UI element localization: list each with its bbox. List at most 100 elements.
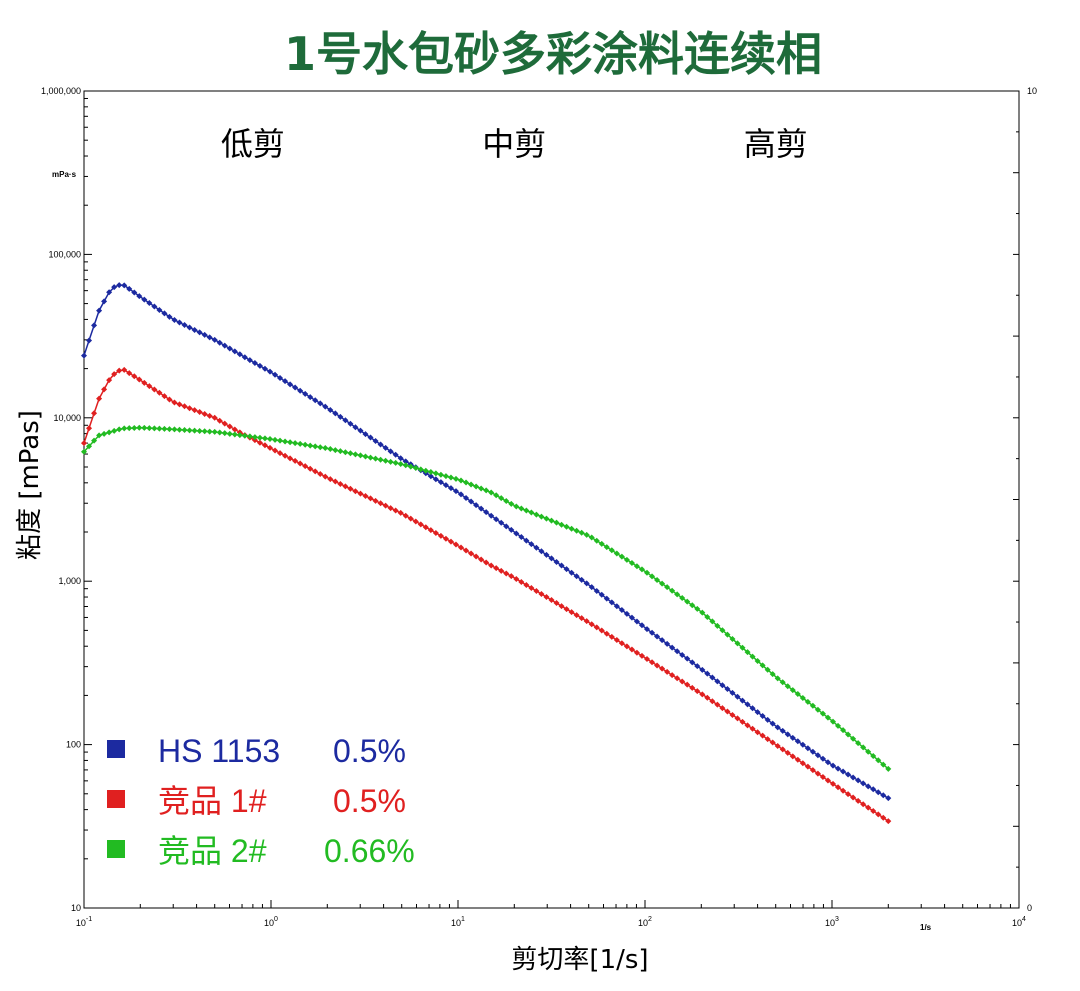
legend-series-name: 竞品 2# bbox=[158, 833, 267, 869]
data-point bbox=[347, 420, 354, 427]
data-point bbox=[201, 331, 208, 338]
data-point bbox=[860, 801, 867, 808]
data-point bbox=[397, 460, 404, 467]
data-point bbox=[161, 310, 168, 317]
data-point bbox=[201, 410, 208, 417]
legend-concentration: 0.66% bbox=[324, 833, 415, 869]
data-point bbox=[553, 600, 560, 607]
data-point bbox=[880, 761, 887, 768]
data-point bbox=[402, 458, 409, 465]
data-point bbox=[719, 682, 726, 689]
data-point bbox=[452, 488, 459, 495]
data-point bbox=[372, 455, 379, 462]
data-point bbox=[191, 326, 198, 333]
data-point bbox=[603, 630, 610, 637]
data-point bbox=[774, 742, 781, 749]
data-point bbox=[498, 519, 505, 526]
data-point bbox=[659, 580, 666, 587]
data-point bbox=[699, 666, 706, 673]
data-point bbox=[850, 735, 857, 742]
shear-regions: 低剪 中剪 高剪 bbox=[221, 125, 808, 163]
data-point bbox=[508, 500, 515, 507]
x-axis-label: 剪切率[1/s] bbox=[511, 945, 648, 975]
data-point bbox=[483, 559, 490, 566]
data-point bbox=[503, 570, 510, 577]
data-point bbox=[618, 553, 625, 560]
data-point bbox=[86, 337, 93, 344]
data-point bbox=[568, 569, 575, 576]
data-point bbox=[287, 455, 294, 462]
data-point bbox=[729, 689, 736, 696]
data-point bbox=[558, 603, 565, 610]
data-point bbox=[779, 746, 786, 753]
data-point bbox=[709, 674, 716, 681]
y-tick-label: 10,000 bbox=[53, 413, 81, 423]
data-point bbox=[764, 736, 771, 743]
data-point bbox=[669, 587, 676, 594]
data-point bbox=[342, 449, 349, 456]
data-point bbox=[216, 339, 223, 346]
data-point bbox=[156, 389, 163, 396]
data-point bbox=[794, 691, 801, 698]
data-point bbox=[649, 629, 656, 636]
data-point bbox=[704, 670, 711, 677]
series-1 bbox=[81, 282, 892, 802]
data-point bbox=[734, 693, 741, 700]
x-tick-label: 101 bbox=[451, 916, 465, 928]
data-point bbox=[282, 452, 289, 459]
data-point bbox=[136, 293, 143, 300]
data-point bbox=[739, 644, 746, 651]
data-point bbox=[659, 665, 666, 672]
data-point bbox=[246, 433, 253, 440]
data-point bbox=[186, 427, 193, 434]
data-point bbox=[317, 400, 324, 407]
data-point bbox=[819, 710, 826, 717]
data-point bbox=[829, 718, 836, 725]
data-point bbox=[719, 705, 726, 712]
data-point bbox=[754, 729, 761, 736]
data-point bbox=[503, 498, 510, 505]
data-point bbox=[563, 566, 570, 573]
series-3 bbox=[81, 424, 892, 772]
data-point bbox=[523, 537, 530, 544]
data-point bbox=[292, 384, 299, 391]
data-point bbox=[347, 450, 354, 457]
data-point bbox=[865, 783, 872, 790]
data-point bbox=[523, 581, 530, 588]
data-point bbox=[759, 662, 766, 669]
data-point bbox=[744, 722, 751, 729]
data-point bbox=[729, 636, 736, 643]
data-point bbox=[282, 378, 289, 385]
data-point bbox=[81, 352, 87, 359]
data-point bbox=[498, 567, 505, 574]
data-point bbox=[317, 471, 324, 478]
data-point bbox=[633, 649, 640, 656]
data-point bbox=[171, 317, 178, 324]
data-point bbox=[226, 430, 233, 437]
data-point bbox=[769, 720, 776, 727]
data-point bbox=[261, 435, 268, 442]
data-point bbox=[654, 633, 661, 640]
data-point bbox=[588, 621, 595, 628]
data-point bbox=[809, 702, 816, 709]
data-point bbox=[709, 698, 716, 705]
data-point bbox=[684, 655, 691, 662]
data-point bbox=[452, 541, 459, 548]
data-point bbox=[287, 439, 294, 446]
data-point bbox=[221, 420, 228, 427]
data-point bbox=[362, 493, 369, 500]
data-point bbox=[96, 432, 103, 439]
data-point bbox=[266, 444, 273, 451]
data-point bbox=[332, 478, 339, 485]
data-point bbox=[327, 476, 334, 483]
data-point bbox=[367, 495, 374, 502]
data-point bbox=[880, 814, 887, 821]
data-point bbox=[478, 505, 485, 512]
data-point bbox=[442, 482, 449, 489]
data-point bbox=[588, 584, 595, 591]
data-point bbox=[548, 597, 555, 604]
data-point bbox=[824, 759, 831, 766]
data-point bbox=[563, 523, 570, 530]
y-axis-label: 粘度 [mPas] bbox=[15, 410, 45, 560]
data-point bbox=[86, 443, 93, 450]
